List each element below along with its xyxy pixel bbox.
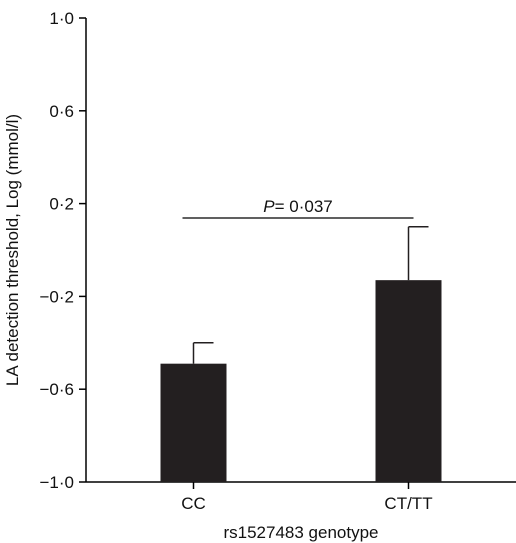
x-axis: CC CT/TT [86,481,516,513]
p-symbol: P [263,197,275,216]
y-tick-label: 1·0 [49,9,74,28]
y-axis-title: LA detection threshold, Log (mmol/l) [3,114,22,386]
y-axis: −1·0 −0·6 −0·2 0·2 0·6 1·0 [40,9,87,492]
bar-cc [160,363,227,482]
bar-ct-tt [375,280,442,482]
y-tick-label: −1·0 [40,473,75,492]
x-tick-label: CC [181,494,206,513]
significance-annotation: P= 0·037 [182,197,414,219]
y-tick-label: −0·2 [40,287,75,306]
x-tick-label: CT/TT [384,494,432,513]
x-ticks: CC CT/TT [181,482,433,513]
y-tick-label: 0·6 [49,102,74,121]
y-ticks: −1·0 −0·6 −0·2 0·2 0·6 1·0 [40,9,86,492]
p-value: = 0·037 [275,197,333,216]
x-axis-title: rs1527483 genotype [223,523,378,542]
y-tick-label: −0·6 [40,380,75,399]
y-tick-label: 0·2 [49,195,74,214]
error-bars [192,226,429,364]
p-value-label: P= 0·037 [263,197,332,216]
bars [160,280,442,482]
